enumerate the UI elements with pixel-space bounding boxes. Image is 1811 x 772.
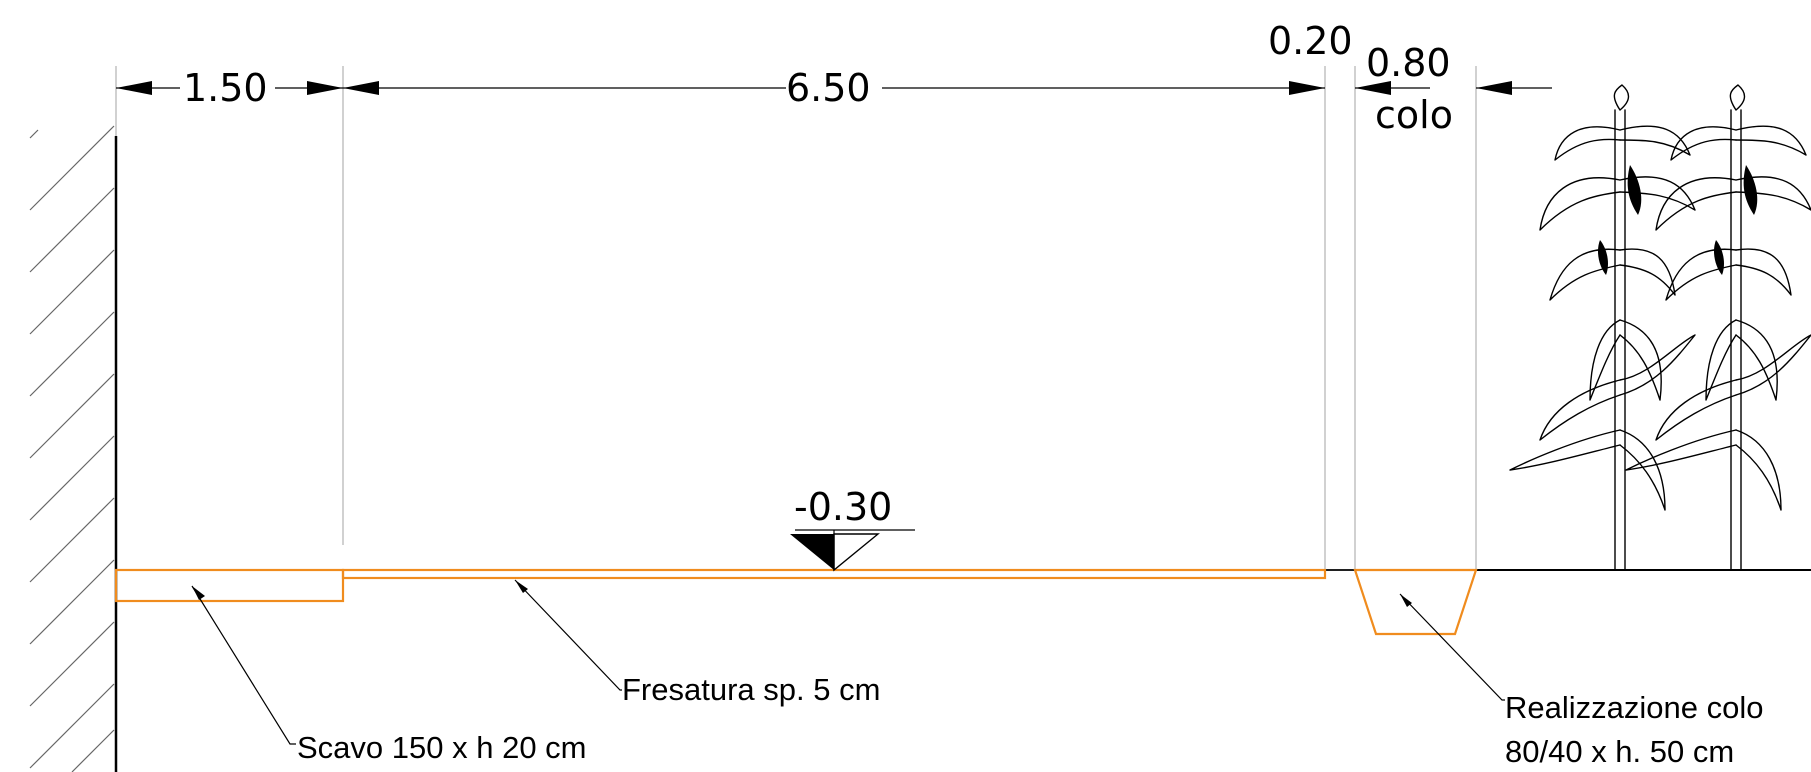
excavation-scavo [114, 568, 345, 603]
arrow-2 [307, 81, 343, 95]
arrow-6 [1476, 81, 1512, 95]
level-marker [790, 529, 915, 572]
corn-plant-illustration [1509, 84, 1811, 571]
milling-layer-fresatura [341, 568, 1327, 580]
dimension-1-50: 1.50 [183, 66, 268, 110]
level-triangle-filled [790, 534, 834, 570]
extension-lines [115, 66, 1477, 570]
arrow-1 [116, 81, 152, 95]
dimension-0-20: 0.20 [1268, 19, 1353, 63]
drain-trench-colo [1353, 568, 1478, 636]
corn-plant-left [1509, 84, 1696, 571]
label-fresatura: Fresatura sp. 5 cm [622, 672, 880, 707]
arrow-5 [1355, 81, 1391, 95]
leader-lines [191, 579, 1505, 745]
label-colo-line1: Realizzazione colo [1505, 690, 1763, 725]
dimension-colo: colo [1375, 93, 1453, 137]
corn-cob-upper [1627, 165, 1642, 215]
arrow-4 [1289, 81, 1325, 95]
label-scavo: Scavo 150 x h 20 cm [297, 730, 587, 765]
dimension-6-50: 6.50 [786, 66, 871, 110]
level-value: -0.30 [794, 485, 892, 529]
arrow-3 [343, 81, 379, 95]
dimension-line [116, 81, 1552, 95]
corn-cob-upper [1743, 165, 1758, 215]
label-colo-line2: 80/40 x h. 50 cm [1505, 734, 1734, 769]
wall-hatching [29, 125, 115, 772]
dimension-0-80: 0.80 [1366, 41, 1451, 85]
level-triangle-open [833, 533, 880, 572]
corn-plant-right [1625, 84, 1811, 571]
retaining-wall [29, 125, 118, 772]
corn-cob-lower [1714, 240, 1724, 275]
corn-cob-lower [1598, 240, 1608, 275]
